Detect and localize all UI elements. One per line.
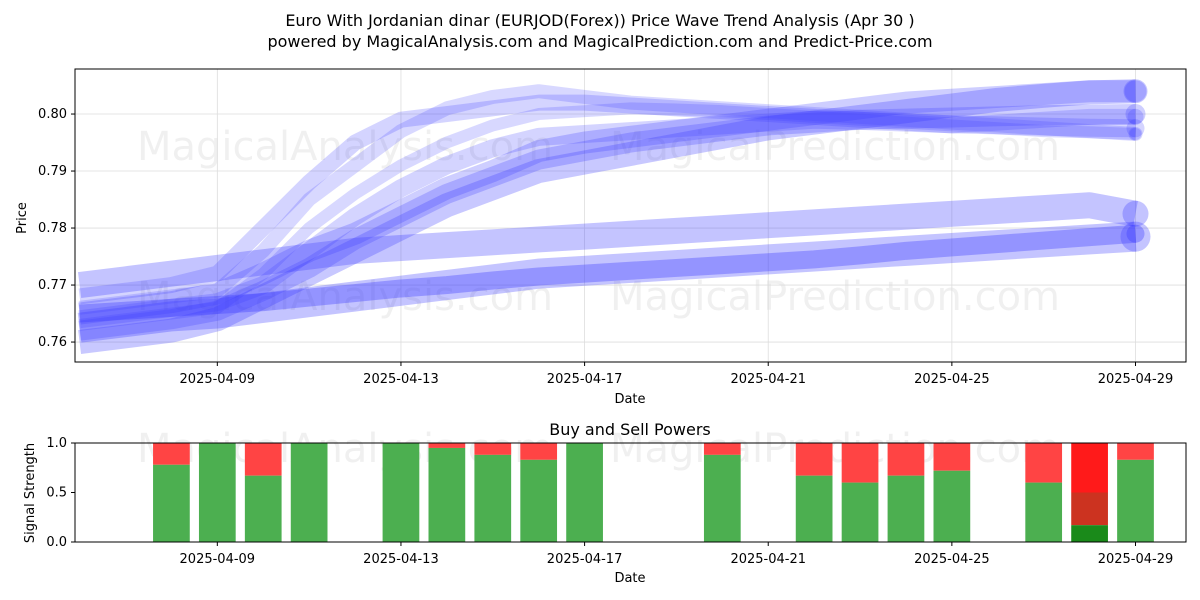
price-y-axis-label: Price	[15, 202, 30, 234]
watermark-text: MagicalAnalysis.com	[137, 124, 553, 170]
wave-end-cap	[1124, 80, 1147, 103]
price-y-tick-label: 0.77	[38, 278, 67, 293]
wave-end-cap	[1128, 126, 1143, 141]
sell-bar	[428, 443, 466, 448]
signal-y-tick-label: 1.0	[46, 436, 67, 451]
wave-band-wave-9	[78, 104, 1136, 341]
price-x-axis-label: Date	[614, 392, 645, 407]
wave-band-wave-2	[79, 224, 1137, 323]
sell-bar	[474, 443, 512, 455]
wave-band-wave-4	[78, 80, 1136, 325]
buy-bar	[887, 475, 925, 542]
wave-end-cap	[1122, 200, 1149, 227]
wave-end-cap	[1123, 79, 1148, 104]
sell-bar	[153, 443, 190, 465]
watermark-text: MagicalPrediction.com	[610, 274, 1060, 320]
price-x-tick-label: 2025-04-17	[547, 372, 623, 387]
sell-bar	[887, 443, 925, 476]
buy-bar	[153, 464, 190, 542]
buy-bar	[244, 475, 282, 542]
wave-band-wave-1	[77, 221, 1137, 343]
wave-band-wave-3	[77, 192, 1138, 298]
watermark-text: MagicalAnalysis.com	[137, 274, 553, 320]
price-y-tick-label: 0.79	[38, 164, 67, 179]
signal-y-tick-label: 0.0	[46, 535, 67, 550]
signal-x-axis-label: Date	[614, 571, 645, 586]
buy-bar	[1117, 459, 1154, 542]
watermark-text: MagicalPrediction.com	[610, 426, 1060, 472]
sell-bar	[520, 443, 558, 460]
sell-bar	[703, 443, 741, 455]
wave-end-cap	[1126, 224, 1145, 243]
price-x-tick-label: 2025-04-09	[180, 372, 256, 387]
wave-end-cap	[1126, 119, 1145, 138]
signal-x-tick-label: 2025-04-21	[730, 552, 806, 567]
buy-bar	[520, 459, 558, 542]
buy-bar	[1071, 525, 1108, 542]
price-grid	[75, 69, 1186, 362]
buy-bar	[841, 482, 879, 542]
price-watermarks: MagicalAnalysis.com MagicalPrediction.com…	[137, 124, 1060, 320]
wave-band-wave-6	[78, 84, 1136, 315]
sell-bar	[1117, 443, 1154, 460]
buy-bar	[198, 443, 236, 542]
buy-bar	[382, 443, 420, 542]
sell-bar	[244, 443, 282, 476]
price-y-tick-label: 0.76	[38, 335, 67, 350]
signal-x-tick-label: 2025-04-13	[363, 552, 439, 567]
sell-bar	[1071, 443, 1108, 493]
signal-y-tick-label: 0.5	[46, 486, 67, 501]
buy-bar	[933, 470, 971, 542]
price-y-ticks: 0.76 0.77 0.78 0.79 0.80	[38, 107, 75, 350]
price-x-tick-label: 2025-04-21	[730, 372, 806, 387]
sell-bar	[1025, 443, 1063, 483]
signal-x-ticks: 2025-04-09 2025-04-13 2025-04-17 2025-04-21…	[180, 542, 1174, 567]
wave-band-wave-8	[78, 102, 1136, 331]
buy-bar	[566, 443, 603, 542]
buy-bar	[290, 443, 328, 542]
wave-end-cap	[1125, 104, 1146, 125]
buy-bar	[703, 454, 741, 542]
buy-bar	[1025, 482, 1063, 542]
wave-band-wave-7	[78, 110, 1136, 329]
wave-end-cap	[1129, 127, 1142, 140]
signal-y-axis-label: Signal Strength	[23, 443, 38, 543]
price-x-tick-label: 2025-04-29	[1098, 372, 1174, 387]
wave-band-wave-5	[78, 94, 1136, 305]
price-x-ticks: 2025-04-09 2025-04-13 2025-04-17 2025-04-21…	[180, 362, 1174, 387]
buy-bar	[474, 454, 512, 542]
wave-end-cap	[1127, 108, 1144, 125]
price-waves	[77, 79, 1151, 354]
signal-x-tick-label: 2025-04-17	[547, 552, 623, 567]
signal-x-tick-label: 2025-04-09	[180, 552, 256, 567]
signal-chart-title: Buy and Sell Powers	[549, 420, 711, 439]
chart-title-line2: powered by MagicalAnalysis.com and Magic…	[267, 32, 932, 51]
price-x-tick-label: 2025-04-13	[363, 372, 439, 387]
sell-bar	[933, 443, 971, 471]
signal-y-ticks: 0.0 0.5 1.0	[46, 436, 75, 550]
price-y-tick-label: 0.78	[38, 221, 67, 236]
buy-bar	[428, 447, 466, 542]
chart-title-line1: Euro With Jordanian dinar (EURJOD(Forex)…	[285, 11, 914, 30]
price-plot-frame	[74, 68, 1187, 363]
watermark-text: MagicalPrediction.com	[610, 124, 1060, 170]
wave-band-wave-10	[78, 79, 1136, 354]
price-x-tick-label: 2025-04-25	[914, 372, 990, 387]
sell-bar-mid	[1071, 492, 1108, 526]
price-y-tick-label: 0.80	[38, 107, 67, 122]
signal-x-tick-label: 2025-04-29	[1098, 552, 1174, 567]
signal-bars	[153, 443, 1154, 542]
buy-bar	[795, 475, 833, 542]
sell-bar	[795, 443, 833, 476]
wave-end-cap	[1120, 221, 1151, 252]
sell-bar	[841, 443, 879, 483]
signal-x-tick-label: 2025-04-25	[914, 552, 990, 567]
